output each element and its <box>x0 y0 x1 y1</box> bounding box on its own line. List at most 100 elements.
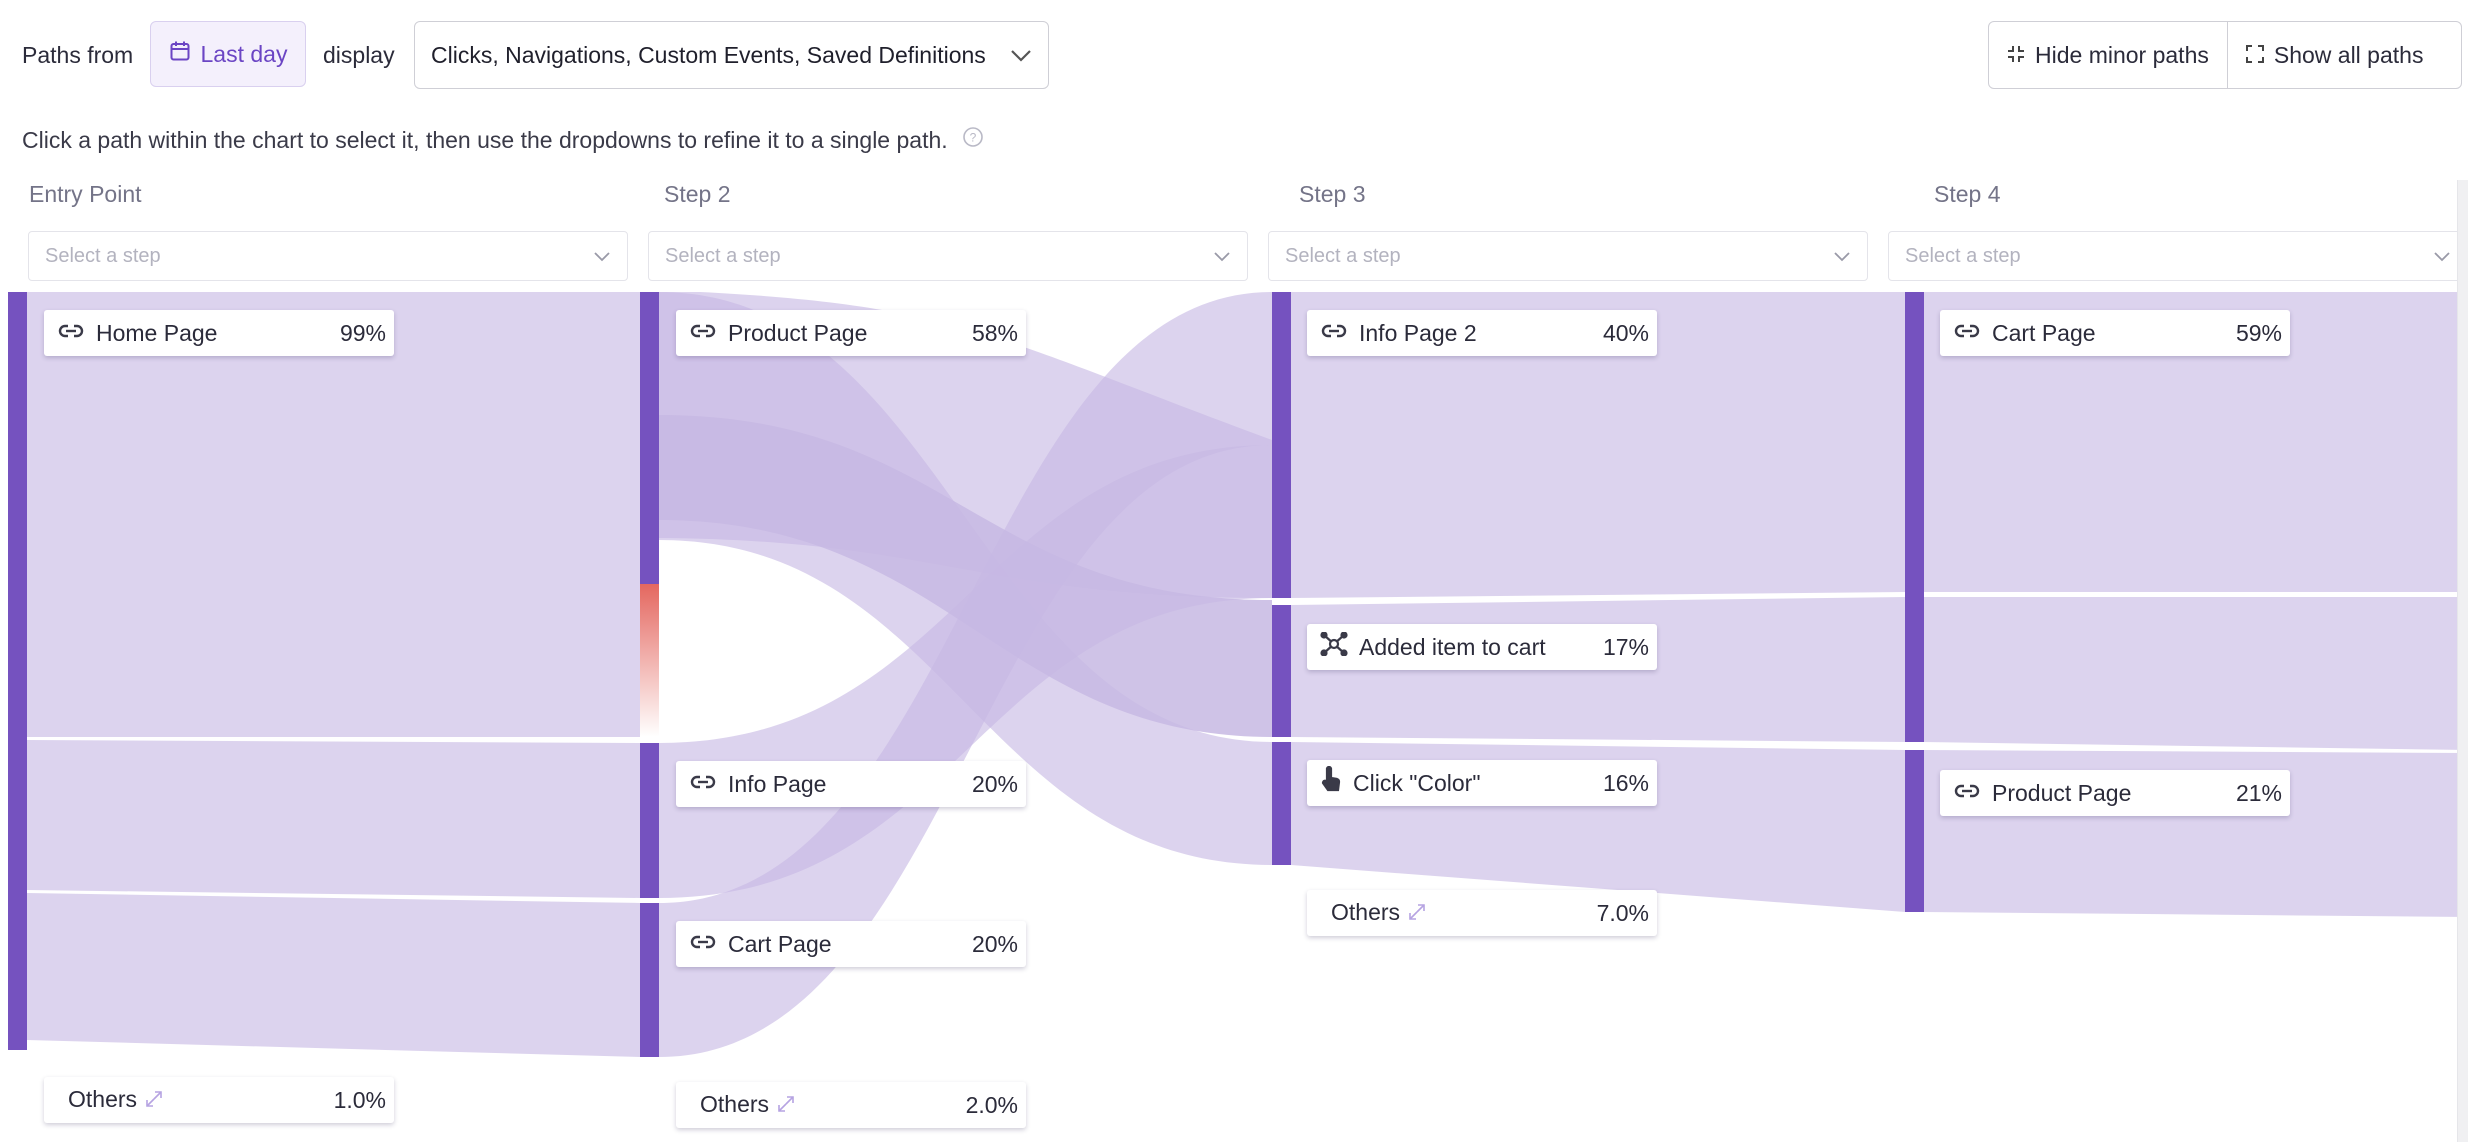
step-select-step-3[interactable]: Select a step <box>1268 231 1868 281</box>
node-bar-home-page <box>8 292 27 1050</box>
step-select-placeholder: Select a step <box>45 244 161 267</box>
node-label: Home Page <box>96 319 218 346</box>
chevron-down-icon <box>1213 245 1231 268</box>
node-bar-info-page-2 <box>1272 292 1291 598</box>
expand-others-icon <box>777 1092 795 1119</box>
node-bar-cart-page <box>640 903 659 1057</box>
node-percent: 21% <box>2235 779 2282 806</box>
step-select-placeholder: Select a step <box>665 244 781 267</box>
node-step3-others[interactable]: Others 7.0% <box>1307 890 1657 936</box>
display-label: display <box>323 42 395 68</box>
node-bar-product-page <box>640 292 659 584</box>
node-label: Others <box>68 1086 334 1114</box>
svg-text:?: ? <box>969 131 976 145</box>
node-label: Cart Page <box>728 930 832 957</box>
node-bar-cart-page-4 <box>1905 292 1924 742</box>
expand-others-icon <box>1408 900 1426 927</box>
node-percent: 99% <box>339 319 386 346</box>
flow-cart-page-to-next <box>1924 292 2468 592</box>
hide-minor-paths-label: Hide minor paths <box>2035 41 2209 68</box>
link-icon <box>688 320 718 347</box>
node-percent: 59% <box>2235 319 2282 346</box>
node-label: Others <box>1331 899 1597 927</box>
node-percent: 17% <box>1602 633 1649 660</box>
paths-from-label: Paths from <box>22 42 134 68</box>
node-entry-others[interactable]: Others 1.0% <box>44 1077 394 1123</box>
node-label: Click "Color" <box>1353 769 1481 796</box>
click-icon <box>1319 765 1343 800</box>
node-label: Others <box>700 1091 966 1119</box>
link-icon <box>688 931 718 958</box>
step-header-step-3: Step 3 <box>1299 181 1366 207</box>
chevron-down-icon <box>593 245 611 268</box>
node-info-page[interactable]: Info Page 20% <box>676 761 1026 807</box>
node-product-page[interactable]: Product Page 58% <box>676 310 1026 356</box>
show-all-paths-button[interactable]: Show all paths <box>2226 22 2442 88</box>
node-percent: 16% <box>1602 769 1649 796</box>
flow-info-page-2-to-cart-page <box>1291 292 1905 598</box>
display-event-types-dropdown[interactable]: Clicks, Navigations, Custom Events, Save… <box>414 21 1049 89</box>
node-step2-others[interactable]: Others 2.0% <box>676 1082 1026 1128</box>
chevron-down-icon <box>1010 42 1032 69</box>
show-all-paths-label: Show all paths <box>2273 41 2424 68</box>
chevron-down-icon <box>2433 245 2451 268</box>
collapse-icon <box>2007 42 2025 69</box>
node-bar-product-page-4 <box>1905 750 1924 912</box>
hide-minor-paths-button[interactable]: Hide minor paths <box>1989 22 2227 88</box>
node-label: Product Page <box>1992 779 2132 806</box>
step-header-entry-point: Entry Point <box>29 181 142 207</box>
node-label: Info Page 2 <box>1359 319 1477 346</box>
link-icon <box>688 771 718 798</box>
step-select-step-4[interactable]: Select a step <box>1888 231 2468 281</box>
node-label: Cart Page <box>1992 319 2096 346</box>
step-header-step-2: Step 2 <box>664 181 731 207</box>
expand-icon <box>2245 42 2264 69</box>
step-select-placeholder: Select a step <box>1905 244 2021 267</box>
flow-cart-page-to-next-2 <box>1924 597 2468 750</box>
node-cart-page-step4[interactable]: Cart Page 59% <box>1940 310 2290 356</box>
link-icon <box>1952 780 1982 807</box>
step-select-entry-point[interactable]: Select a step <box>28 231 628 281</box>
link-icon <box>1319 320 1349 347</box>
node-label: Info Page <box>728 770 827 797</box>
node-percent: 58% <box>971 319 1018 346</box>
node-label: Product Page <box>728 319 868 346</box>
node-cart-page[interactable]: Cart Page 20% <box>676 921 1026 967</box>
step-select-placeholder: Select a step <box>1285 244 1401 267</box>
calendar-icon <box>169 40 191 68</box>
flow-cart-to-info-page-2 <box>659 292 1272 1057</box>
node-percent: 20% <box>971 770 1018 797</box>
node-bar-product-page-dropoff <box>640 584 659 737</box>
help-icon[interactable]: ? <box>962 126 984 154</box>
hint-text: Click a path within the chart to select … <box>22 126 948 153</box>
node-info-page-2[interactable]: Info Page 2 40% <box>1307 310 1657 356</box>
node-click-color[interactable]: Click "Color" 16% <box>1307 760 1657 806</box>
flow-home-to-product-page <box>27 292 640 737</box>
node-percent: 7.0% <box>1596 899 1649 926</box>
flow-home-to-cart-page <box>27 893 640 1057</box>
path-visibility-buttons: Hide minor paths Show all paths <box>1988 21 2462 89</box>
link-icon <box>1952 320 1982 347</box>
node-product-page-step4[interactable]: Product Page 21% <box>1940 770 2290 816</box>
flow-product-to-added-item <box>659 415 1272 737</box>
date-range-button[interactable]: Last day <box>150 21 306 87</box>
node-percent: 1.0% <box>333 1086 386 1113</box>
chevron-down-icon <box>1833 245 1851 268</box>
node-bar-info-page <box>640 743 659 898</box>
chart-hint: Click a path within the chart to select … <box>22 126 984 154</box>
expand-others-icon <box>145 1087 163 1114</box>
step-select-step-2[interactable]: Select a step <box>648 231 1248 281</box>
vertical-scrollbar[interactable] <box>2457 180 2468 1142</box>
link-icon <box>56 320 86 347</box>
node-added-item-to-cart[interactable]: Added item to cart 17% <box>1307 624 1657 670</box>
date-range-label: Last day <box>200 40 288 67</box>
flow-home-to-info-page <box>27 740 640 898</box>
node-bar-added-item <box>1272 605 1291 737</box>
custom-event-icon <box>1319 631 1349 662</box>
node-percent: 20% <box>971 930 1018 957</box>
step-header-step-4: Step 4 <box>1934 181 2001 207</box>
node-percent: 2.0% <box>965 1091 1018 1118</box>
node-bar-click-color <box>1272 742 1291 865</box>
node-home-page[interactable]: Home Page 99% <box>44 310 394 356</box>
